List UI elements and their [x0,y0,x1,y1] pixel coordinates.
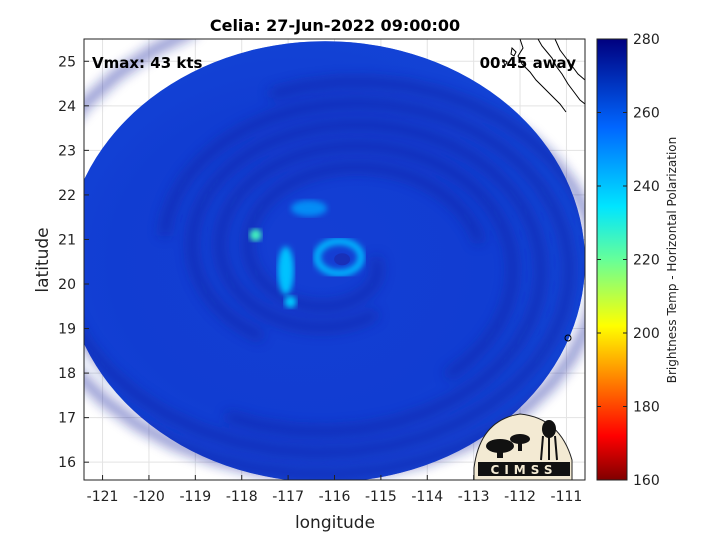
y-tick-label: 18 [58,366,76,382]
x-tick-label: -111 [551,489,583,505]
colorbar-tick-label: 160 [633,473,660,489]
microwave-swath [84,39,585,480]
y-tick-label: 19 [58,322,76,338]
colorbar-tick-label: 260 [633,106,660,122]
colorbar-gradient [596,38,628,481]
x-tick-label: -121 [87,489,119,505]
y-tick-label: 16 [58,455,76,471]
x-tick-label: -120 [133,489,165,505]
x-tick-label: -117 [272,489,304,505]
rain-band [84,97,575,459]
y-tick-label: 24 [58,99,76,115]
logo-text: CIMSS [491,463,558,477]
colorbar-tick-label: 180 [633,400,660,416]
coastline [502,39,585,342]
y-axis-ticks: 16 17 18 19 20 21 22 23 24 25 [58,54,89,471]
y-tick-label: 23 [58,143,76,159]
y-tick-label: 20 [58,277,76,293]
x-tick-label: -113 [458,489,490,505]
spiral-band-feature [277,246,294,295]
x-tick-label: -116 [319,489,351,505]
x-tick-label: -118 [226,489,258,505]
y-tick-label: 25 [58,54,76,70]
y-tick-label: 17 [58,411,76,427]
x-tick-label: -114 [411,489,443,505]
colorbar-tick-label: 240 [633,179,660,195]
convective-cell [284,295,297,308]
colorbar-tick-label: 220 [633,253,660,269]
spiral-bands [84,39,585,480]
x-tick-label: -119 [179,489,211,505]
convective-features [249,200,365,308]
cimss-logo: CIMSS [473,413,573,481]
y-tick-label: 21 [58,232,76,248]
x-tick-label: -115 [365,489,397,505]
time-offset-annotation: 00:45 away [480,54,577,72]
x-tick-label: -112 [504,489,536,505]
rain-band [84,39,585,480]
rain-band [186,119,547,437]
rain-band [214,140,519,381]
y-tick-label: 22 [58,188,76,204]
chart-title: Celia: 27-Jun-2022 09:00:00 [210,16,460,35]
y-axis-label: latitude [33,227,53,292]
eye-ring [313,237,365,277]
x-axis-ticks: -121 -120 -119 -118 -117 -116 -115 -114 -113 -112… [87,475,583,505]
convective-cell [249,229,262,241]
colorbar-tick-label: 200 [633,326,660,342]
x-axis-label: longitude [295,513,375,533]
colorbar-tick-label: 280 [633,32,660,48]
eye-center [334,253,351,266]
colorbar: 280 260 240 220 200 180 160 Brightness Temp - … [596,32,679,489]
colorbar-label: Brightness Temp - Horizontal Polarizatio… [665,137,679,384]
rain-band [242,162,486,312]
colorbar-ticks: 280 260 240 220 200 180 160 [597,32,660,489]
northern-band-feature [290,200,327,217]
vmax-annotation: Vmax: 43 kts [92,54,202,72]
